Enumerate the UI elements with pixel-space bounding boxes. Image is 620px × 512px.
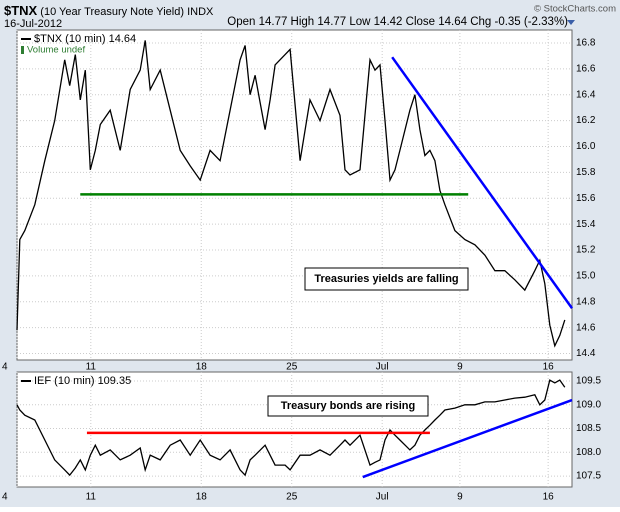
y-tick-label: 15.0 [576, 271, 596, 282]
x-tick-label: 16 [543, 492, 555, 503]
series-line [16, 379, 566, 477]
annotation: Treasuries yields are falling [314, 273, 458, 285]
annotation-box [267, 395, 429, 417]
x-tick-label: Jul [376, 492, 389, 503]
y-tick-label: 14.8 [576, 296, 596, 307]
y-tick-label: 15.2 [576, 245, 596, 256]
y-tick-label: 14.4 [576, 348, 596, 359]
x-tick-label: Jul [376, 362, 389, 373]
x-tick-label: 25 [286, 492, 298, 503]
dropdown-arrow[interactable] [567, 20, 575, 25]
y-tick-label: 109.5 [576, 376, 601, 387]
x-tick-label: 4 [2, 492, 8, 503]
trend-line [391, 56, 574, 309]
x-tick-label: 9 [457, 492, 463, 503]
plot-area [16, 371, 573, 488]
x-tick-label: 9 [457, 362, 463, 373]
trend-line [362, 398, 573, 479]
volume-swatch [21, 46, 24, 54]
annotation: Treasury bonds are rising [281, 400, 416, 412]
x-tick-label: 18 [196, 492, 208, 503]
y-tick-label: 15.6 [576, 193, 596, 204]
date: 16-Jul-2012 [4, 18, 62, 30]
legend-entry: IEF (10 min) 109.35 [34, 375, 131, 387]
symbol: $TNX [4, 3, 38, 18]
y-tick-label: 16.6 [576, 63, 596, 74]
y-tick-label: 16.2 [576, 115, 596, 126]
x-tick-label: 16 [543, 362, 555, 373]
exchange: INDX [187, 6, 214, 18]
title: $TNX (10 Year Treasury Note Yield) INDX [4, 3, 214, 18]
volume-note: Volume undef [27, 45, 85, 56]
y-tick-label: 108.0 [576, 447, 601, 458]
y-tick-label: 108.5 [576, 423, 601, 434]
x-tick-label: 11 [86, 362, 97, 373]
y-tick-label: 107.5 [576, 471, 601, 482]
y-tick-label: 15.8 [576, 167, 596, 178]
y-tick-label: 16.8 [576, 38, 596, 49]
y-tick-label: 16.0 [576, 141, 596, 152]
x-tick-label: 18 [196, 362, 208, 373]
y-tick-label: 109.0 [576, 399, 601, 410]
legend-entry: $TNX (10 min) 14.64 [34, 33, 136, 45]
x-tick-label: 4 [2, 362, 8, 373]
y-tick-label: 16.4 [576, 89, 596, 100]
x-tick-label: 25 [286, 362, 298, 373]
name: (10 Year Treasury Note Yield) [40, 6, 184, 18]
quote: Open 14.77 High 14.77 Low 14.42 Close 14… [227, 16, 568, 28]
y-tick-label: 14.6 [576, 322, 596, 333]
y-tick-label: 15.4 [576, 219, 596, 230]
series-line [16, 40, 566, 348]
source: © StockCharts.com [534, 4, 616, 15]
x-tick-label: 11 [86, 492, 97, 503]
annotation-box [304, 267, 469, 291]
